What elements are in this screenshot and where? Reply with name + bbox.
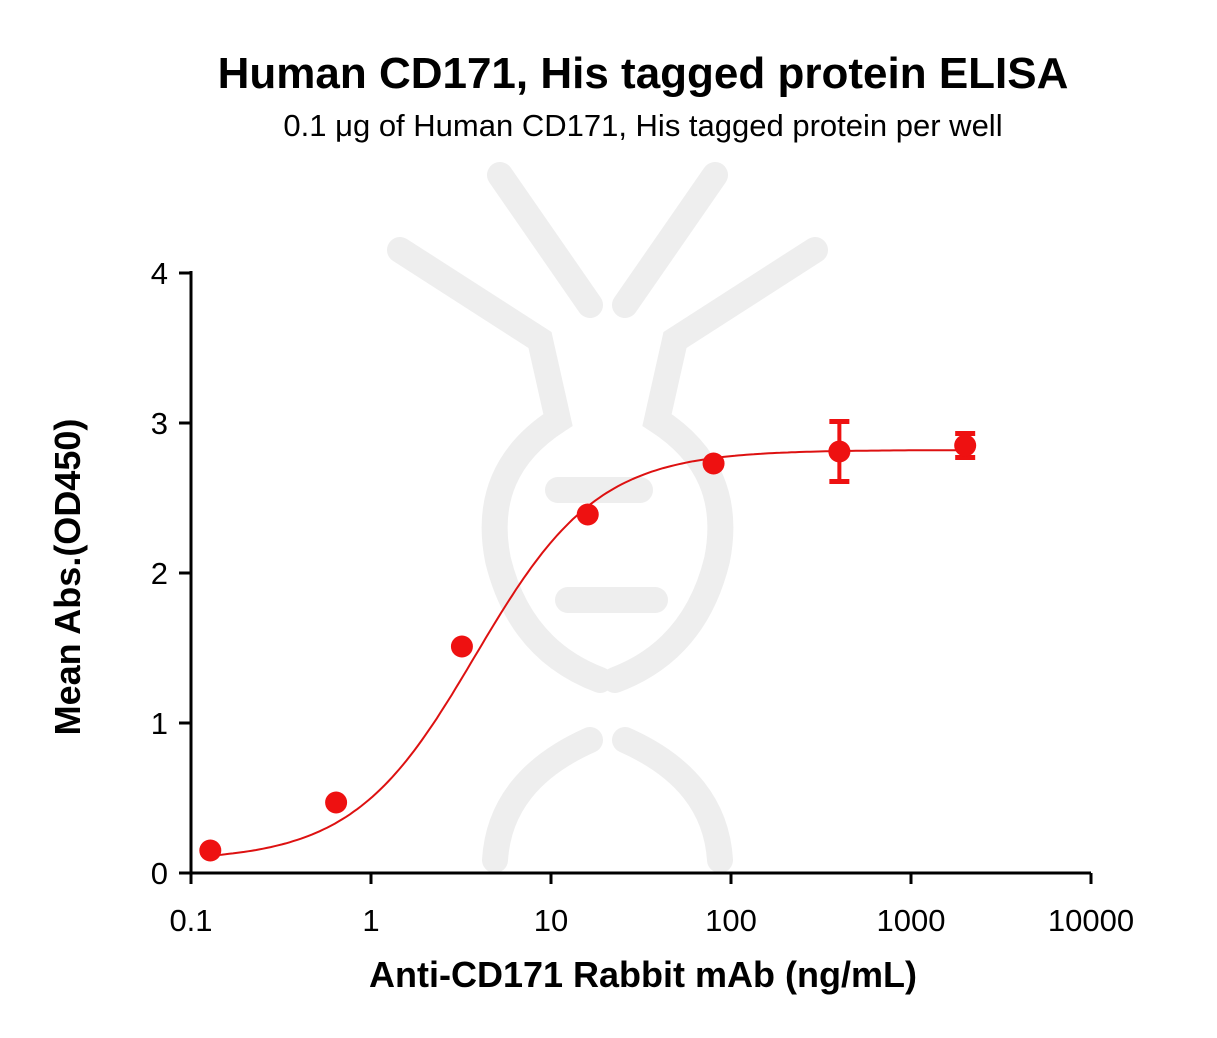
y-tick-label: 2 (151, 556, 168, 591)
y-tick-label: 3 (151, 406, 168, 441)
x-tick-label: 100 (705, 903, 757, 938)
data-points (199, 419, 977, 862)
data-point (199, 839, 222, 862)
x-tick-label: 1000 (877, 903, 946, 938)
y-axis-label: Mean Abs.(OD450) (47, 419, 88, 736)
x-axis-label: Anti-CD171 Rabbit mAb (ng/mL) (369, 954, 917, 995)
y-tick-label: 1 (151, 706, 168, 741)
x-tick-label: 1 (362, 903, 379, 938)
data-point (576, 503, 599, 526)
x-tick-label: 10000 (1048, 903, 1134, 938)
chart-subtitle: 0.1 μg of Human CD171, His tagged protei… (283, 108, 1002, 143)
data-point (450, 635, 473, 658)
data-point (828, 440, 851, 463)
data-point (954, 434, 977, 457)
x-tick-label: 10 (534, 903, 568, 938)
watermark-logo (387, 162, 828, 873)
chart-title: Human CD171, His tagged protein ELISA (218, 49, 1069, 98)
y-tick-label: 0 (151, 856, 168, 891)
data-point (702, 452, 725, 475)
axis-ticks: 0.1 1 10 100 1000 10000 0 1 2 3 4 (151, 256, 1134, 938)
data-point (325, 791, 348, 814)
x-tick-label: 0.1 (169, 903, 212, 938)
y-tick-label: 4 (151, 256, 168, 291)
